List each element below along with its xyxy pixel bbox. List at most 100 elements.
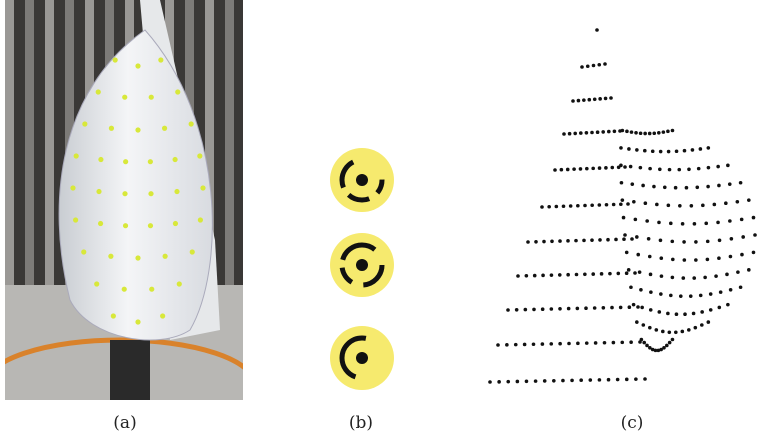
cloud-point xyxy=(605,203,609,207)
cloud-point xyxy=(675,149,679,153)
cloud-point xyxy=(674,186,678,190)
cloud-point xyxy=(669,294,673,298)
cloud-point xyxy=(671,338,675,342)
cloud-point xyxy=(566,239,570,243)
cloud-point xyxy=(667,150,671,154)
cloud-point xyxy=(681,222,685,226)
cloud-point xyxy=(691,148,695,152)
cloud-point xyxy=(613,130,617,134)
cloud-point xyxy=(675,312,679,316)
cloud-point xyxy=(523,343,527,347)
marker xyxy=(94,281,99,286)
cloud-point xyxy=(706,258,710,262)
cloud-point xyxy=(674,331,678,335)
cloud-point xyxy=(700,323,704,327)
cloud-point xyxy=(601,130,605,134)
cloud-point xyxy=(642,323,646,327)
cloud-point xyxy=(533,274,537,278)
cloud-point xyxy=(651,149,655,153)
cloud-point xyxy=(598,203,602,207)
cloud-point xyxy=(625,378,629,382)
cloud-point xyxy=(639,131,643,135)
cloud-point xyxy=(584,306,588,310)
cloud-point xyxy=(516,380,520,384)
cloud-point xyxy=(629,340,633,344)
cloud-point xyxy=(692,276,696,280)
cloud-point xyxy=(632,303,636,307)
panel-label: (c) xyxy=(621,413,644,433)
cloud-point xyxy=(593,97,597,101)
marker xyxy=(122,287,127,292)
cloud-point xyxy=(598,166,602,170)
cloud-point xyxy=(649,273,653,277)
marker xyxy=(73,217,78,222)
cloud-point xyxy=(666,312,670,316)
cloud-point xyxy=(666,130,670,134)
marker xyxy=(135,127,140,132)
cloud-point xyxy=(645,219,649,223)
cloud-point xyxy=(655,203,659,207)
cloud-point xyxy=(752,251,756,255)
cloud-point xyxy=(652,185,656,189)
cloud-point xyxy=(657,131,661,135)
cloud-point xyxy=(638,270,642,274)
cloud-point xyxy=(525,274,529,278)
wall-stripe xyxy=(45,0,54,290)
cloud-point xyxy=(739,285,743,289)
cloud-point xyxy=(619,164,623,168)
cloud-point xyxy=(625,130,629,134)
cloud-point xyxy=(689,294,693,298)
cloud-point xyxy=(625,271,629,275)
cloud-point xyxy=(567,342,571,346)
cloud-point xyxy=(577,99,581,103)
cloud-point xyxy=(685,186,689,190)
cloud-point xyxy=(660,274,664,278)
wall-stripe xyxy=(5,0,14,290)
cloud-point xyxy=(648,132,652,136)
cloud-point xyxy=(665,344,669,348)
cloud-point xyxy=(571,99,575,103)
target-center xyxy=(356,174,368,186)
cloud-point xyxy=(644,201,648,205)
cloud-point xyxy=(730,237,734,241)
cloud-point xyxy=(603,341,607,345)
cloud-point xyxy=(585,131,589,135)
cloud-point xyxy=(587,98,591,102)
marker xyxy=(98,157,103,162)
cloud-point xyxy=(525,379,529,383)
cloud-point xyxy=(736,270,740,274)
cloud-point xyxy=(670,240,674,244)
cloud-point xyxy=(659,150,663,154)
cloud-point xyxy=(668,168,672,172)
cloud-point xyxy=(506,308,510,312)
cloud-point xyxy=(627,147,631,151)
cloud-point xyxy=(619,146,623,150)
marker xyxy=(197,153,202,158)
marker xyxy=(122,191,127,196)
cloud-point xyxy=(573,132,577,136)
marker xyxy=(123,159,128,164)
cloud-point xyxy=(726,303,730,307)
marker xyxy=(160,313,165,318)
cloud-point xyxy=(683,258,687,262)
cloud-point xyxy=(526,240,530,244)
marker xyxy=(162,126,167,131)
cloud-point xyxy=(591,272,595,276)
marker xyxy=(163,254,168,259)
marker xyxy=(172,157,177,162)
cloud-point xyxy=(582,98,586,102)
cloud-point xyxy=(747,268,751,272)
cloud-point xyxy=(628,305,632,309)
marker xyxy=(96,189,101,194)
cloud-point xyxy=(550,273,554,277)
cloud-point xyxy=(567,307,571,311)
cloud-point xyxy=(604,166,608,170)
cloud-point xyxy=(659,292,663,296)
cloud-point xyxy=(550,307,554,311)
cloud-point xyxy=(682,240,686,244)
cloud-point xyxy=(641,184,645,188)
cloud-point xyxy=(635,148,639,152)
cloud-point xyxy=(623,233,627,237)
cloud-point xyxy=(555,205,559,209)
cloud-point xyxy=(639,166,643,170)
